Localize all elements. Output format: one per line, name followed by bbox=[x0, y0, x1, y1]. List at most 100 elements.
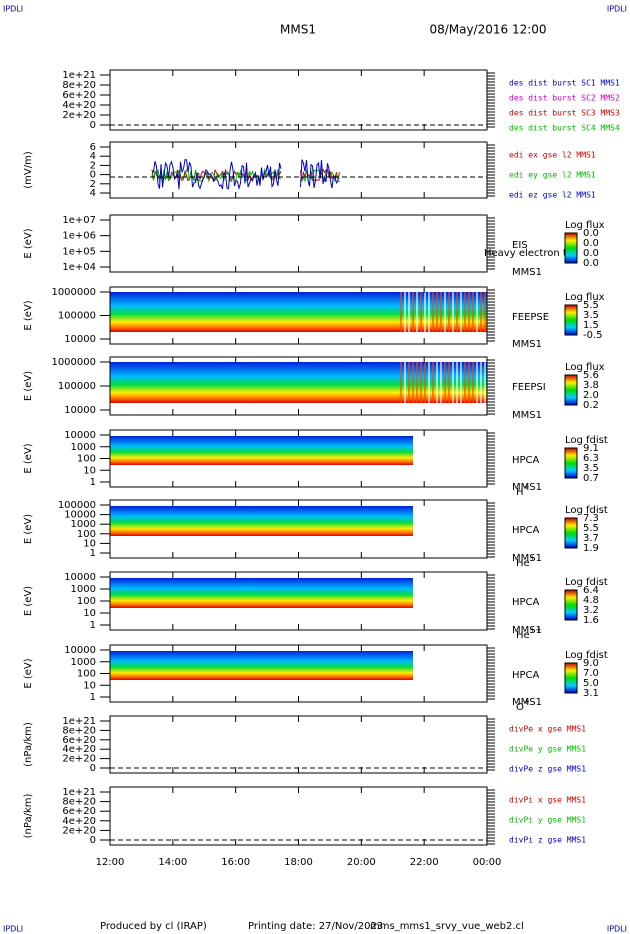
y-tick-label: 4e+20 bbox=[62, 816, 96, 827]
y-tick-label: 0 bbox=[90, 763, 96, 774]
instrument-label: FEEPSI bbox=[512, 382, 546, 393]
colorbar bbox=[564, 517, 578, 549]
spacecraft-label: MMS1 bbox=[512, 267, 542, 278]
instrument-label: HPCA bbox=[512, 525, 540, 536]
spectrogram-stripe bbox=[420, 292, 422, 332]
y-tick-label: 4 bbox=[90, 151, 96, 162]
spacecraft-label: MMS1 bbox=[512, 553, 542, 564]
y-tick-label: 100000 bbox=[58, 381, 96, 392]
spectrogram-stripe bbox=[416, 292, 418, 332]
spectrogram-stripe bbox=[472, 292, 474, 332]
spectrogram-stripe bbox=[412, 362, 414, 403]
instrument-label: HPCA bbox=[512, 597, 540, 608]
spectrogram-stripe bbox=[464, 292, 466, 332]
instrument-label: HPCA bbox=[512, 455, 540, 466]
y-tick-label: 4e+20 bbox=[62, 744, 96, 755]
legend-entry: divPi y gse MMS1 bbox=[509, 816, 586, 825]
y-tick-label: 6e+20 bbox=[62, 90, 96, 101]
colorbar-label: 7.3 bbox=[583, 513, 599, 524]
corner-label: IPDLI bbox=[3, 5, 23, 14]
corner-label: IPDLI bbox=[607, 925, 627, 934]
y-tick-label: 10 bbox=[83, 608, 96, 619]
spectrogram-stripe bbox=[460, 362, 462, 403]
spectrogram-stripe bbox=[436, 292, 438, 332]
spacecraft-label: MMS1 bbox=[512, 697, 542, 708]
y-tick-label: 10000 bbox=[64, 572, 96, 583]
y-tick-label: 8e+20 bbox=[62, 80, 96, 91]
y-tick-label: 10 bbox=[83, 465, 96, 476]
species-charge: ++ bbox=[530, 626, 542, 634]
y-tick-label: 10000 bbox=[64, 405, 96, 416]
y-axis-label: E (eV) bbox=[23, 300, 34, 330]
spectrogram-stripe bbox=[432, 362, 434, 403]
y-tick-label: 10 bbox=[83, 538, 96, 549]
colorbar-label: 9.1 bbox=[583, 443, 599, 454]
spectrogram-stripe bbox=[436, 362, 438, 403]
colorbar-label: 0.7 bbox=[583, 473, 599, 484]
instrument-label: EIS bbox=[512, 240, 528, 251]
overlay-label: Heavy electron to bbox=[484, 248, 573, 259]
y-tick-label: 6e+20 bbox=[62, 806, 96, 817]
colorbar-label: 6.3 bbox=[583, 453, 599, 464]
colorbar-label: 9.0 bbox=[583, 658, 599, 669]
colorbar-label: 5.0 bbox=[583, 678, 599, 689]
y-tick-label: 10000 bbox=[64, 645, 96, 656]
colorbar-label: 3.5 bbox=[583, 463, 599, 474]
y-axis-label: E (eV) bbox=[23, 658, 34, 688]
footer-producer: Produced by cl (IRAP) bbox=[100, 921, 207, 932]
y-tick-label: 1e+07 bbox=[62, 215, 96, 226]
legend-entry: des dist burst SC4 MMS4 bbox=[509, 124, 620, 133]
y-tick-label: 4 bbox=[90, 188, 96, 199]
colorbar-title: Log fdist bbox=[565, 577, 608, 588]
y-tick-label: 1e+04 bbox=[62, 262, 96, 273]
y-tick-label: 1000 bbox=[71, 584, 96, 595]
colorbar-label: 5.6 bbox=[583, 370, 599, 381]
colorbar-label: 1.5 bbox=[583, 320, 599, 331]
y-tick-label: 8e+20 bbox=[62, 797, 96, 808]
y-tick-label: 2 bbox=[90, 160, 96, 171]
y-axis-label: (mV/m) bbox=[23, 151, 34, 189]
corner-label: IPDLI bbox=[3, 925, 23, 934]
spectrogram-stripe bbox=[456, 292, 458, 332]
colorbar-label: -0.5 bbox=[583, 330, 603, 341]
spectrogram-stripe bbox=[444, 362, 446, 403]
y-tick-label: 1 bbox=[90, 620, 96, 631]
colorbar-title: Log fdist bbox=[565, 505, 608, 516]
legend-entry: divPi z gse MMS1 bbox=[509, 836, 586, 845]
spectrogram-stripe bbox=[452, 292, 454, 332]
legend-entry: edi ey gse l2 MMS1 bbox=[509, 171, 596, 180]
spectrogram-stripe bbox=[424, 292, 426, 332]
y-tick-label: 2 bbox=[90, 179, 96, 190]
footer-file: mms_mms1_srvy_vue_web2.cl bbox=[370, 921, 524, 932]
y-tick-label: 100000 bbox=[58, 311, 96, 322]
instrument-label: FEEPSE bbox=[512, 312, 549, 323]
y-tick-label: 2e+20 bbox=[62, 110, 96, 121]
legend-entry: edi ex gse l2 MMS1 bbox=[509, 151, 596, 160]
spectrogram-stripe bbox=[480, 292, 482, 332]
colorbar-label: 0.0 bbox=[583, 258, 599, 269]
y-tick-label: 100 bbox=[77, 529, 96, 540]
y-tick-label: 0 bbox=[90, 120, 96, 131]
trace bbox=[151, 159, 340, 191]
colorbar-title: Log fdist bbox=[565, 435, 608, 446]
corner-label: IPDLI bbox=[607, 5, 627, 14]
x-tick-label: 12:00 bbox=[96, 857, 125, 868]
colorbar-label: 7.0 bbox=[583, 668, 599, 679]
x-tick-label: 16:00 bbox=[221, 857, 250, 868]
y-tick-label: 1000 bbox=[71, 657, 96, 668]
y-tick-label: 100000 bbox=[58, 500, 96, 511]
legend-entry: des dist burst SC1 MMS1 bbox=[509, 79, 620, 88]
spectrogram-stripe bbox=[476, 362, 478, 403]
y-tick-label: 100 bbox=[77, 669, 96, 680]
spacecraft-label: MMS1 bbox=[512, 410, 542, 421]
spectrogram-stripe bbox=[404, 292, 406, 332]
x-tick-label: 14:00 bbox=[158, 857, 187, 868]
spacecraft-label: MMS1 bbox=[512, 625, 542, 636]
colorbar-label: 5.5 bbox=[583, 300, 599, 311]
y-tick-label: 100 bbox=[77, 454, 96, 465]
colorbar bbox=[564, 447, 578, 479]
spectrogram-stripe bbox=[464, 362, 466, 403]
spectrogram-stripe bbox=[452, 362, 454, 403]
spectrogram bbox=[110, 578, 413, 608]
species-charge: + bbox=[524, 698, 530, 706]
